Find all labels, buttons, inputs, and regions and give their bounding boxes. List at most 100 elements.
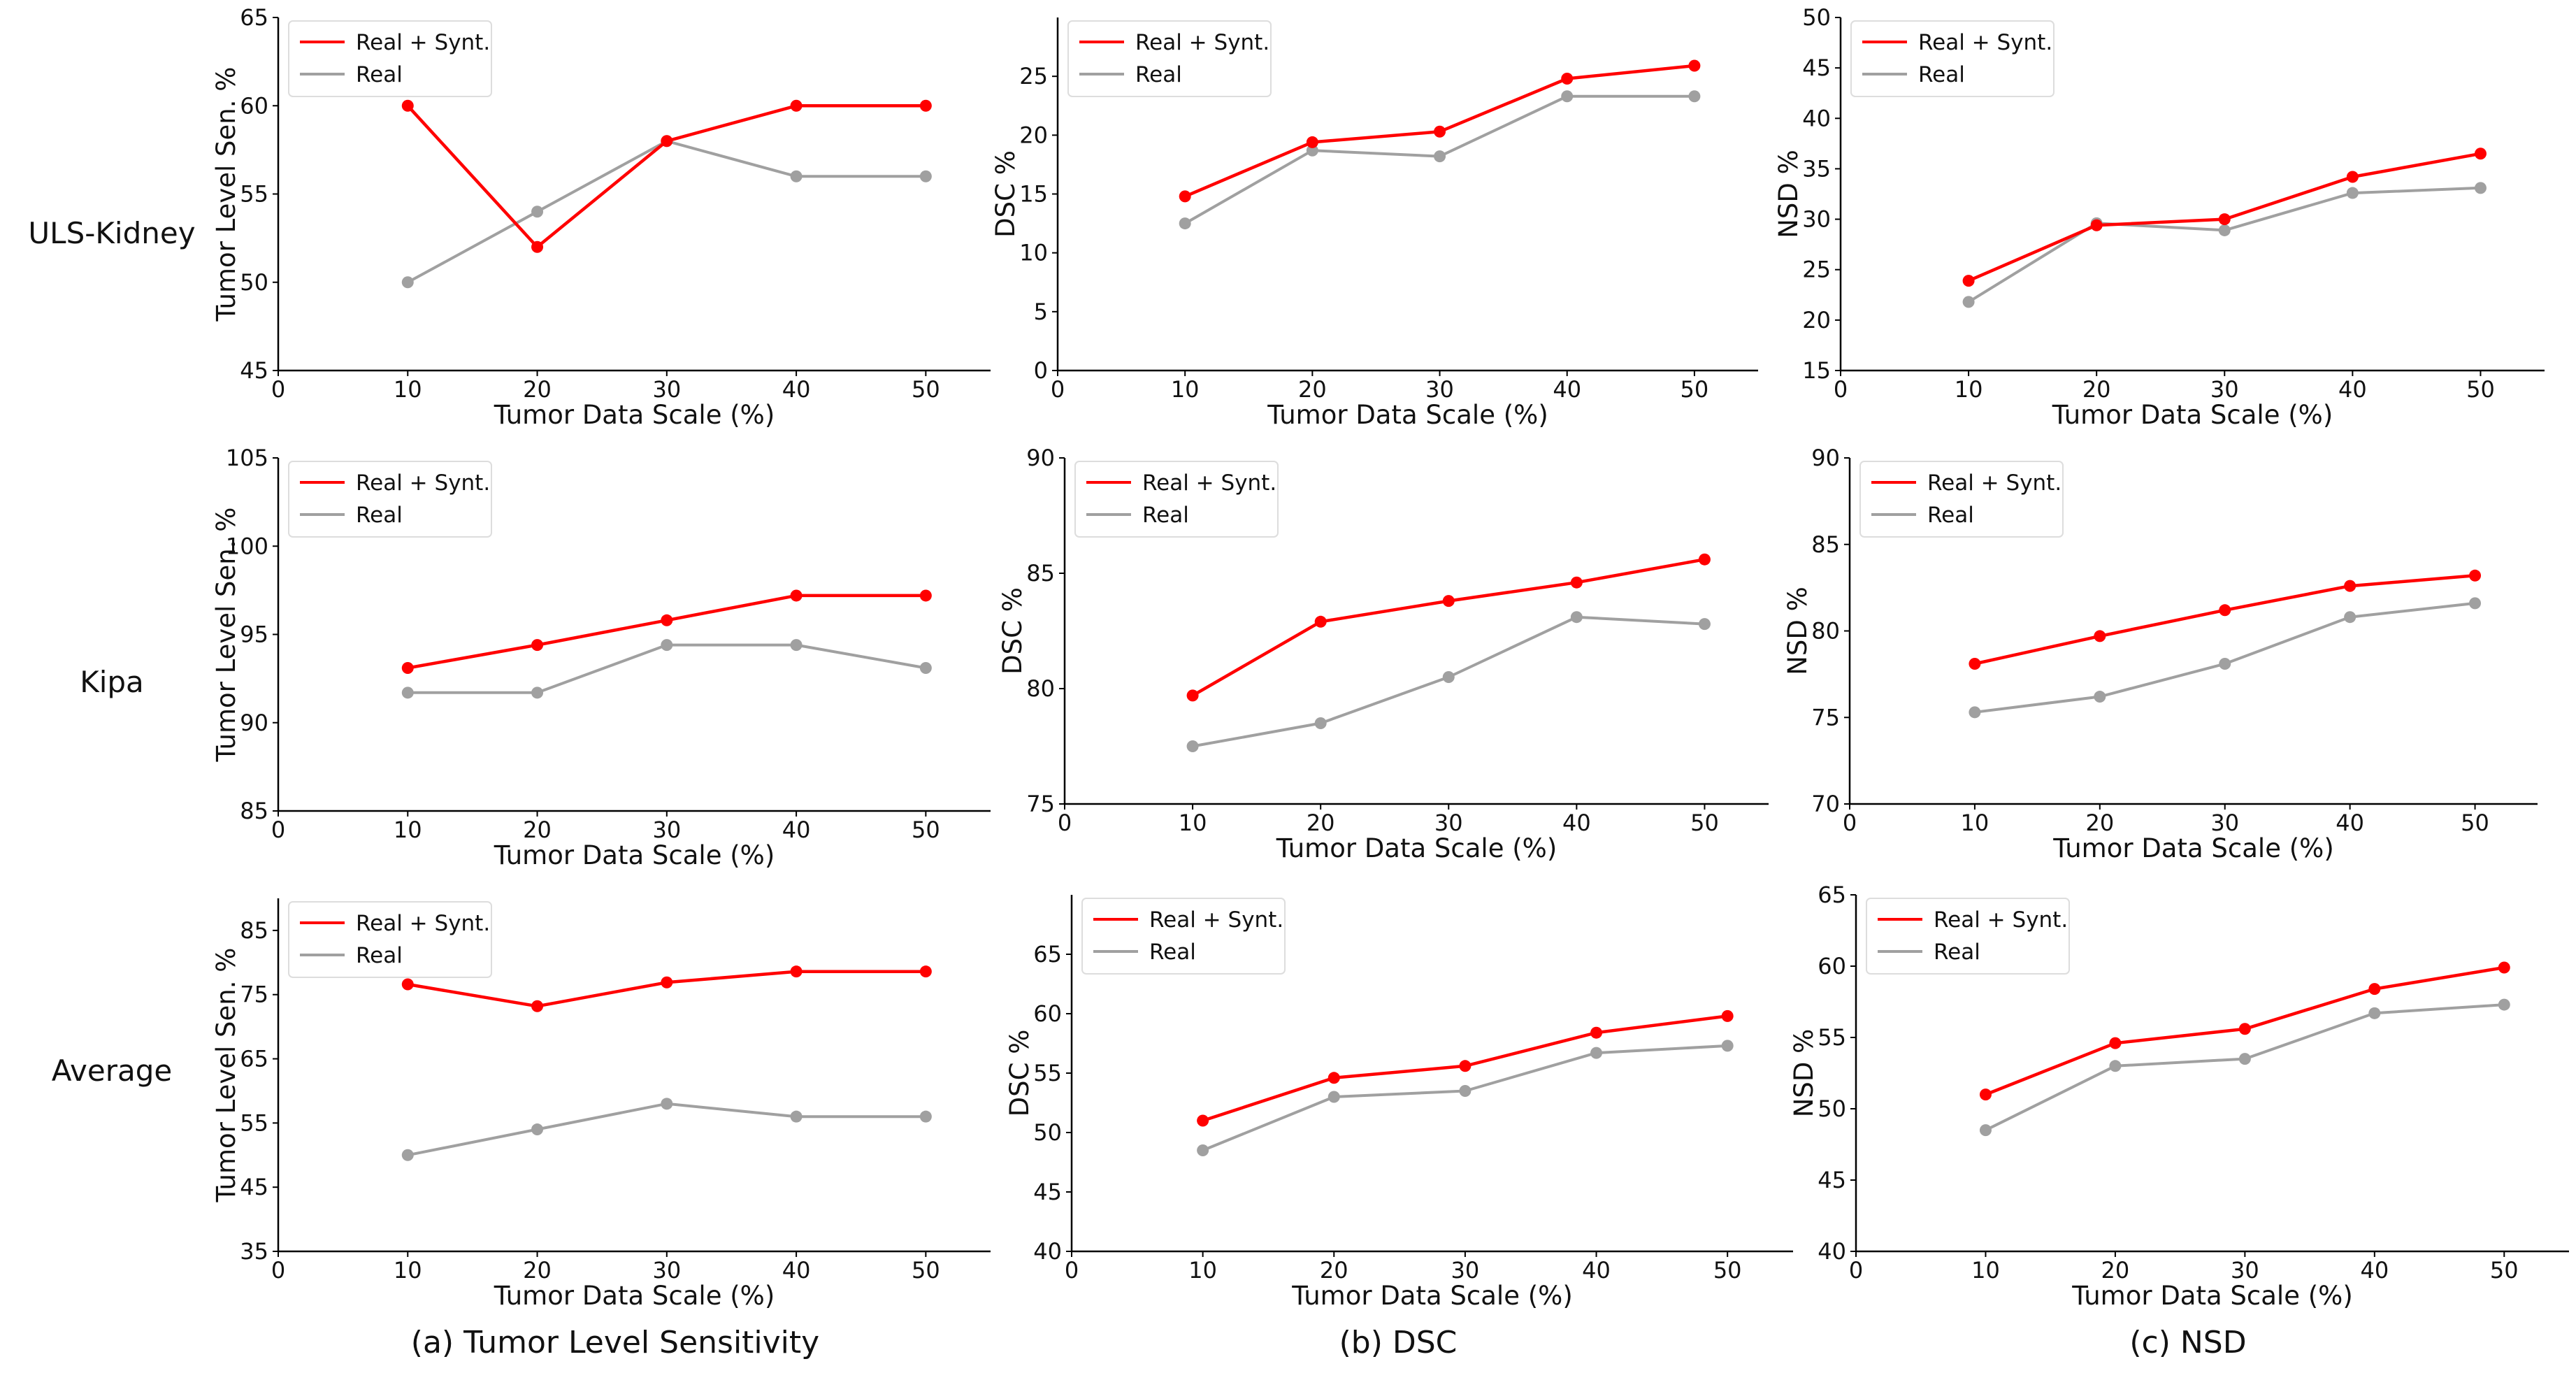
chart-uls-kidney-dsc: 0 10 20 30 40 50 0 5 10 15 20 25 Tumor Data Scale (%… [991, 17, 1758, 430]
data-point-real-synt [1434, 125, 1446, 138]
data-point-real-synt [2090, 219, 2103, 231]
data-point-real [531, 206, 544, 218]
x-tick-label: 40 [2360, 1257, 2389, 1284]
y-tick-label: 10 [1019, 240, 1048, 266]
data-point-real-synt [1442, 595, 1455, 608]
legend: Real + Synt. Real [288, 20, 492, 97]
x-tick-label: 50 [1713, 1257, 1742, 1284]
y-tick-label: 75 [1811, 704, 1840, 731]
data-point-real [2218, 224, 2231, 236]
x-tick-label: 0 [1843, 810, 1857, 836]
x-tick-label: 50 [2461, 810, 2489, 836]
legend-label-real: Real [1135, 62, 1182, 87]
x-tick-label: 10 [394, 1257, 422, 1284]
y-tick-label: 55 [1818, 1024, 1846, 1051]
y-axis-label: Tumor Level Sen. % [211, 508, 241, 763]
y-tick-label: 80 [1026, 675, 1055, 702]
data-point-real [919, 1110, 932, 1123]
x-tick-label: 20 [2082, 376, 2111, 403]
data-point-real [1561, 90, 1574, 103]
data-point-real [2498, 998, 2510, 1011]
y-tick-label: 50 [1033, 1119, 1062, 1146]
y-tick-label: 40 [1818, 1238, 1846, 1265]
x-tick-label: 20 [523, 1257, 552, 1284]
data-point-real [2094, 691, 2106, 703]
data-point-real-synt [2498, 961, 2510, 974]
x-axis-label: Tumor Data Scale (%) [2052, 400, 2333, 430]
x-tick-label: 20 [523, 817, 552, 843]
legend: Real + Synt. Real [1850, 20, 2055, 97]
data-point-real [2474, 182, 2487, 194]
data-point-real-synt [790, 99, 803, 112]
data-point-real [531, 687, 544, 699]
data-point-real-synt [2238, 1023, 2251, 1035]
x-tick-label: 20 [2085, 810, 2114, 836]
x-tick-label: 50 [2466, 376, 2495, 403]
legend-label-real: Real [1918, 62, 1965, 87]
data-point-real [1590, 1047, 1603, 1059]
data-point-real-synt [2368, 983, 2381, 996]
y-tick-label: 40 [1802, 105, 1831, 131]
x-axis-label: Tumor Data Scale (%) [2052, 833, 2334, 863]
y-axis-label: Tumor Level Sen. % [211, 948, 241, 1203]
data-point-real-synt [1327, 1072, 1340, 1084]
y-axis-label: DSC % [998, 587, 1028, 675]
data-point-real-synt [531, 1000, 544, 1012]
legend-label-real-synt: Real + Synt. [1934, 907, 2068, 933]
legend-label-real-synt: Real + Synt. [356, 470, 490, 496]
data-point-real-synt [401, 661, 414, 674]
legend: Real + Synt. Real [288, 461, 492, 538]
x-axis-label: Tumor Data Scale (%) [2071, 1281, 2353, 1311]
x-tick-label: 40 [1582, 1257, 1611, 1284]
data-point-real [919, 170, 932, 182]
data-point-real [790, 1110, 803, 1123]
data-point-real [1979, 1124, 1992, 1137]
data-point-real-synt [1306, 136, 1318, 148]
y-tick-label: 25 [1802, 257, 1831, 283]
data-point-real-synt [1570, 576, 1583, 589]
data-point-real-synt [1179, 190, 1191, 203]
data-point-real [2344, 611, 2356, 624]
legend-box [1081, 898, 1286, 975]
chart-average-dsc: 0 10 20 30 40 50 40 45 50 55 60 65 Tumor Data Scale … [1005, 895, 1793, 1311]
data-point-real [1459, 1085, 1472, 1097]
data-point-real [2346, 187, 2359, 199]
legend: Real + Synt. Real [1081, 898, 1286, 975]
y-tick-label: 65 [240, 4, 268, 31]
data-point-real [1327, 1091, 1340, 1103]
x-tick-label: 40 [2338, 376, 2367, 403]
x-tick-label: 30 [1425, 376, 1454, 403]
legend-label-real-synt: Real + Synt. [1918, 30, 2052, 55]
y-tick-label: 60 [240, 92, 268, 119]
chart-average-nsd: 0 10 20 30 40 50 40 45 50 55 60 65 Tumor Data Scale … [1789, 882, 2569, 1311]
legend-label-real-synt: Real + Synt. [356, 911, 490, 936]
legend-label-real: Real [1142, 503, 1189, 528]
y-tick-label: 65 [1818, 882, 1846, 908]
chart-uls-kidney-sensitivity: 0 10 20 30 40 50 45 50 55 60 65 Tumor Data Scale (%… [211, 4, 991, 430]
y-tick-label: 75 [1026, 791, 1055, 817]
data-point-real [2219, 658, 2231, 670]
data-point-real [2109, 1060, 2122, 1072]
y-tick-label: 100 [226, 533, 268, 559]
legend-label-real: Real [356, 62, 403, 87]
x-tick-label: 30 [1451, 1257, 1480, 1284]
data-point-real [401, 276, 414, 289]
y-tick-label: 85 [240, 917, 268, 944]
data-point-real [661, 639, 673, 652]
data-point-real [1434, 150, 1446, 163]
x-tick-label: 20 [1320, 1257, 1348, 1284]
caption-tumor-level-sensitivity: (a) Tumor Level Sensitivity [411, 1325, 819, 1360]
x-tick-label: 30 [652, 1257, 681, 1284]
data-point-real-synt [919, 99, 932, 112]
data-point-real [1186, 740, 1199, 752]
legend: Real + Synt. Real [1859, 461, 2064, 538]
y-tick-label: 45 [1818, 1167, 1846, 1193]
y-tick-label: 45 [240, 357, 268, 384]
x-axis-label: Tumor Data Scale (%) [1291, 1281, 1573, 1311]
data-point-real [919, 661, 932, 674]
legend-label-real: Real [1927, 503, 1974, 528]
legend: Real + Synt. Real [1074, 461, 1279, 538]
data-point-real-synt [531, 240, 544, 253]
x-tick-label: 0 [271, 1257, 285, 1284]
x-tick-label: 0 [1051, 376, 1065, 403]
